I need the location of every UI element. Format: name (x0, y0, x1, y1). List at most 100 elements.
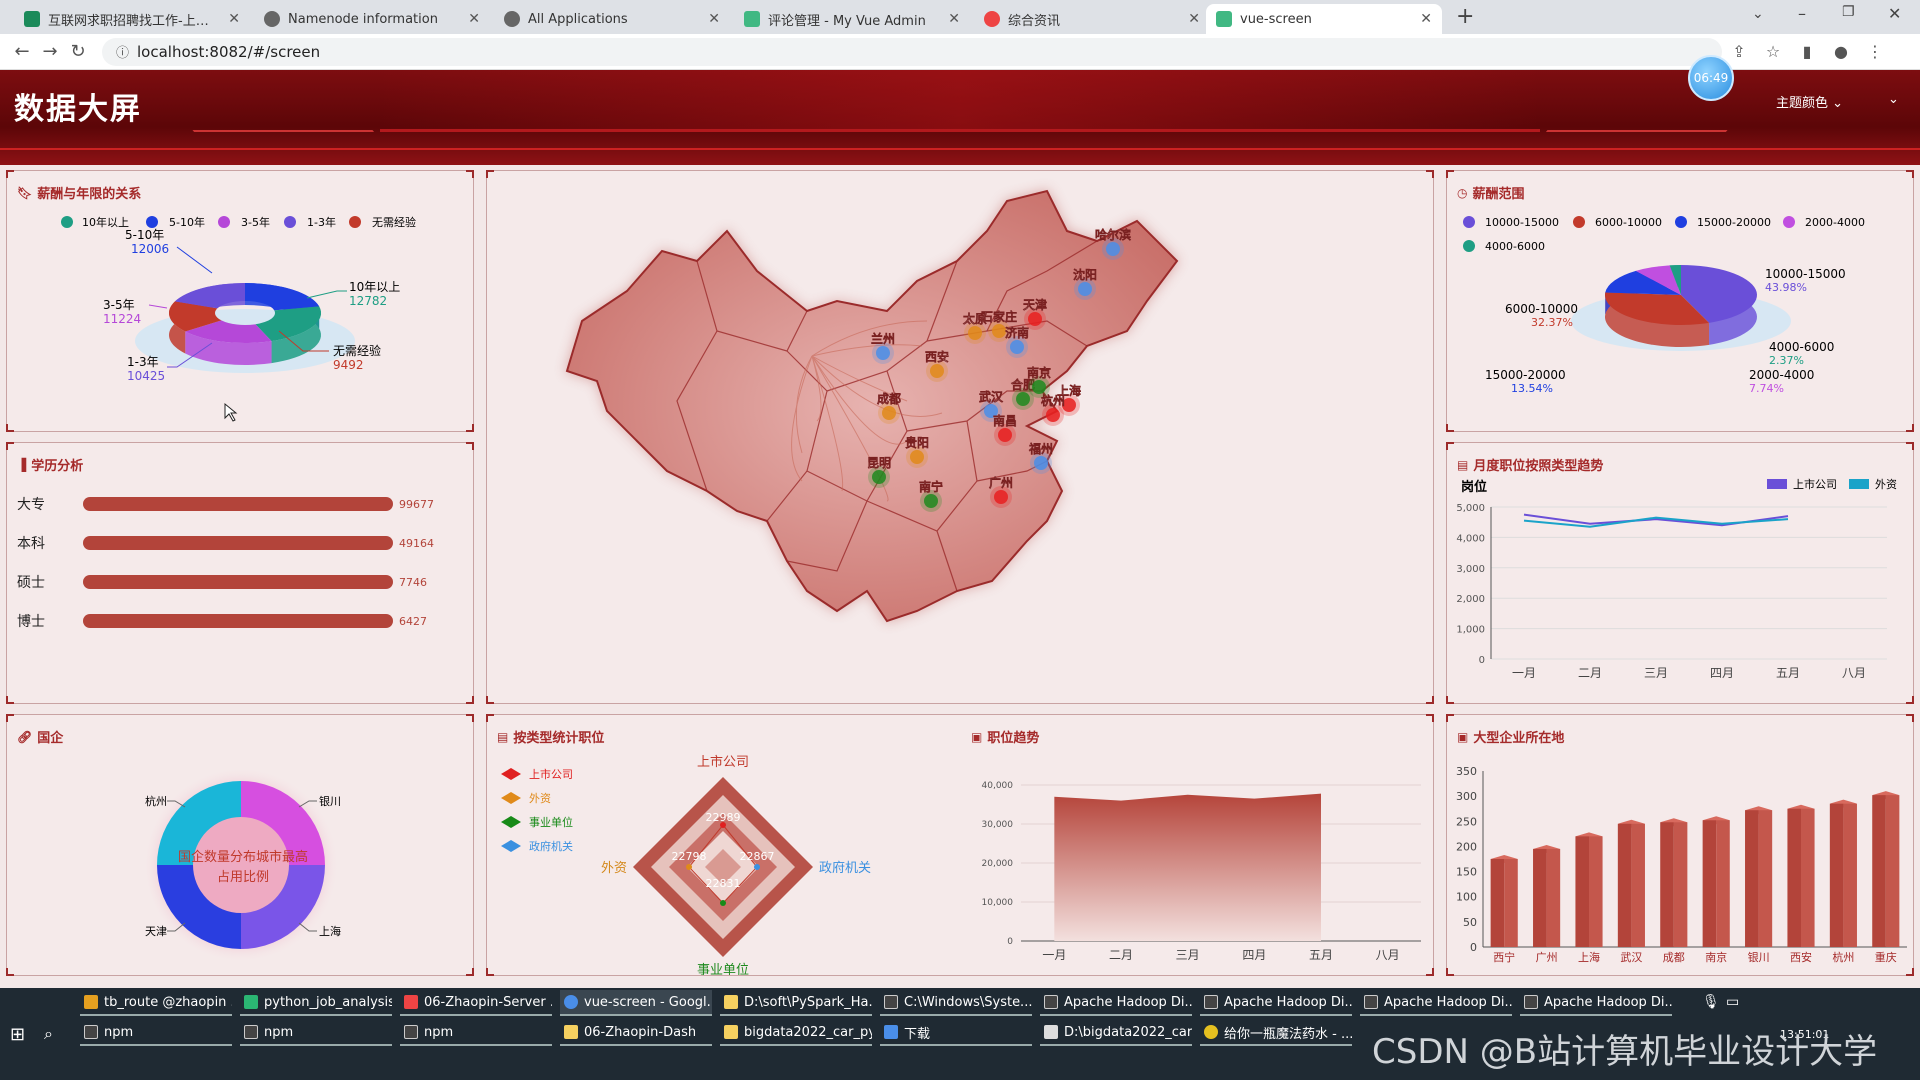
bar-category-label: 博士 (17, 613, 45, 630)
chevron-down-icon[interactable]: ⌄ (1888, 92, 1899, 107)
city-marker[interactable] (1016, 392, 1030, 406)
restore-icon[interactable]: ❐ (1842, 4, 1855, 20)
back-icon[interactable]: ← (14, 41, 30, 62)
y-tick-label: 1,000 (1456, 625, 1485, 636)
y-tick-label: 0 (1470, 941, 1477, 954)
taskbar-item[interactable]: npm (400, 1020, 552, 1046)
bar (1801, 808, 1815, 947)
panel-monthly-trend: ▤ 月度职位按照类型趋势 岗位 上市公司 外资 5,000 4,000 3,000 2,… (1446, 442, 1914, 704)
browser-tab[interactable]: 评论管理 - My Vue Admin ✕ (734, 4, 970, 34)
city-marker[interactable] (1062, 398, 1076, 412)
taskbar-item[interactable]: npm (240, 1020, 392, 1046)
legend-marker (146, 216, 158, 228)
battery-icon[interactable]: ▭ (1726, 994, 1740, 1010)
tab-search-icon[interactable]: ⌄ (1752, 6, 1764, 22)
sidepanel-icon[interactable]: ▮ (1802, 42, 1812, 61)
minimize-icon[interactable]: – (1798, 4, 1806, 23)
city-marker[interactable] (998, 428, 1012, 442)
browser-tab[interactable]: All Applications ✕ (494, 4, 730, 34)
close-icon[interactable]: ✕ (708, 11, 720, 27)
city-marker[interactable] (930, 364, 944, 378)
legend-marker (1849, 479, 1869, 489)
taskbar-item[interactable]: Apache Hadoop Di... (1360, 990, 1512, 1016)
taskbar-item[interactable]: 给你一瓶魔法药水 - ... (1200, 1020, 1352, 1046)
city-marker[interactable] (1010, 340, 1024, 354)
city-marker[interactable] (1028, 312, 1042, 326)
taskbar-item[interactable]: 06-Zhaopin-Server ... (400, 990, 552, 1016)
windows-start-icon[interactable]: ⊞ (10, 1024, 26, 1045)
city-marker[interactable] (924, 494, 938, 508)
taskbar-item[interactable]: D:\soft\PySpark_Ha... (720, 990, 872, 1016)
city-marker[interactable] (872, 470, 886, 484)
y-tick-label: 4,000 (1456, 533, 1485, 544)
tab-favicon-icon (744, 11, 760, 27)
briefcase-icon: ▣ (1457, 729, 1469, 744)
city-marker[interactable] (968, 326, 982, 340)
city-marker[interactable] (994, 490, 1008, 504)
link-icon: 🔗︎ (17, 729, 33, 744)
taskbar-item[interactable]: D:\bigdata2022_car... (1040, 1020, 1192, 1046)
forward-icon[interactable]: → (42, 41, 58, 62)
donut-slice (185, 320, 272, 343)
microphone-icon[interactable]: 🎙︎ (1702, 994, 1720, 1010)
taskbar-item[interactable]: python_job_analysis... (240, 990, 392, 1016)
theme-color-dropdown[interactable]: 主题颜色 ⌄ (1776, 92, 1843, 111)
share-icon[interactable]: ⇪ (1732, 42, 1746, 61)
url-field[interactable]: ⓘ localhost:8082/#/screen (102, 37, 1722, 66)
city-marker[interactable] (992, 324, 1006, 338)
city-marker[interactable] (876, 346, 890, 360)
radar-value: 22989 (706, 811, 741, 824)
taskbar-item[interactable]: bigdata2022_car_py... (720, 1020, 872, 1046)
search-icon[interactable]: ⌕ (44, 1024, 53, 1043)
taskbar-item[interactable]: 06-Zhaopin-Dash (560, 1020, 712, 1046)
tab-title: Namenode information (288, 11, 438, 27)
city-marker[interactable] (1034, 456, 1048, 470)
close-window-icon[interactable]: ✕ (1888, 4, 1902, 23)
profile-icon[interactable]: ● (1834, 42, 1848, 61)
browser-tab[interactable]: 综合资讯 ✕ (974, 4, 1210, 34)
taskbar-item[interactable]: Apache Hadoop Di... (1200, 990, 1352, 1016)
map-outline (565, 189, 1179, 623)
close-icon[interactable]: ✕ (468, 11, 480, 27)
city-label: 杭州 (1041, 393, 1065, 408)
taskbar-item[interactable]: 下载 (880, 1020, 1032, 1046)
city-marker[interactable] (910, 450, 924, 464)
close-icon[interactable]: ✕ (228, 11, 240, 27)
tab-favicon-icon (504, 11, 520, 27)
dashboard-header (0, 70, 1920, 165)
tab-title: 互联网求职招聘找工作-上拉勾招 (48, 13, 221, 29)
city-marker[interactable] (1046, 408, 1060, 422)
taskbar-item[interactable]: C:\Windows\Syste... (880, 990, 1032, 1016)
city-marker[interactable] (882, 406, 896, 420)
close-icon[interactable]: ✕ (1420, 11, 1432, 27)
system-clock[interactable]: 13:51:01 (1780, 1028, 1830, 1041)
city-marker[interactable] (1078, 282, 1092, 296)
legend-label: 5-10年 (169, 215, 205, 229)
pie-slice (1681, 265, 1757, 323)
donut-side (185, 331, 272, 365)
reload-icon[interactable]: ↻ (70, 41, 86, 62)
browser-tab-active[interactable]: vue-screen ✕ (1206, 4, 1442, 34)
city-marker[interactable] (1032, 380, 1046, 394)
city-marker[interactable] (984, 404, 998, 418)
taskbar-item[interactable]: npm (80, 1020, 232, 1046)
close-icon[interactable]: ✕ (948, 11, 960, 27)
browser-tab[interactable]: Namenode information ✕ (254, 4, 490, 34)
taskbar-item-active[interactable]: vue-screen - Googl... (560, 990, 712, 1016)
legend-label: 1-3年 (307, 215, 336, 229)
taskbar-item[interactable]: tb_route @zhaopin ... (80, 990, 232, 1016)
y-tick-label: 20,000 (982, 859, 1014, 869)
taskbar-item[interactable]: Apache Hadoop Di... (1040, 990, 1192, 1016)
menu-icon[interactable]: ⋮ (1867, 42, 1883, 61)
legend-label: 外资 (529, 792, 551, 805)
taskbar-item[interactable]: Apache Hadoop Di... (1520, 990, 1672, 1016)
city-marker[interactable] (1106, 242, 1120, 256)
city-label: 兰州 (871, 331, 895, 346)
bookmark-star-icon[interactable]: ☆ (1765, 42, 1781, 61)
close-icon[interactable]: ✕ (1188, 11, 1200, 27)
donut-slice (174, 283, 245, 309)
browser-tab[interactable]: 互联网求职招聘找工作-上拉勾招 ✕ (14, 4, 250, 34)
legend-marker (1767, 479, 1787, 489)
new-tab-icon[interactable]: + (1456, 4, 1475, 29)
